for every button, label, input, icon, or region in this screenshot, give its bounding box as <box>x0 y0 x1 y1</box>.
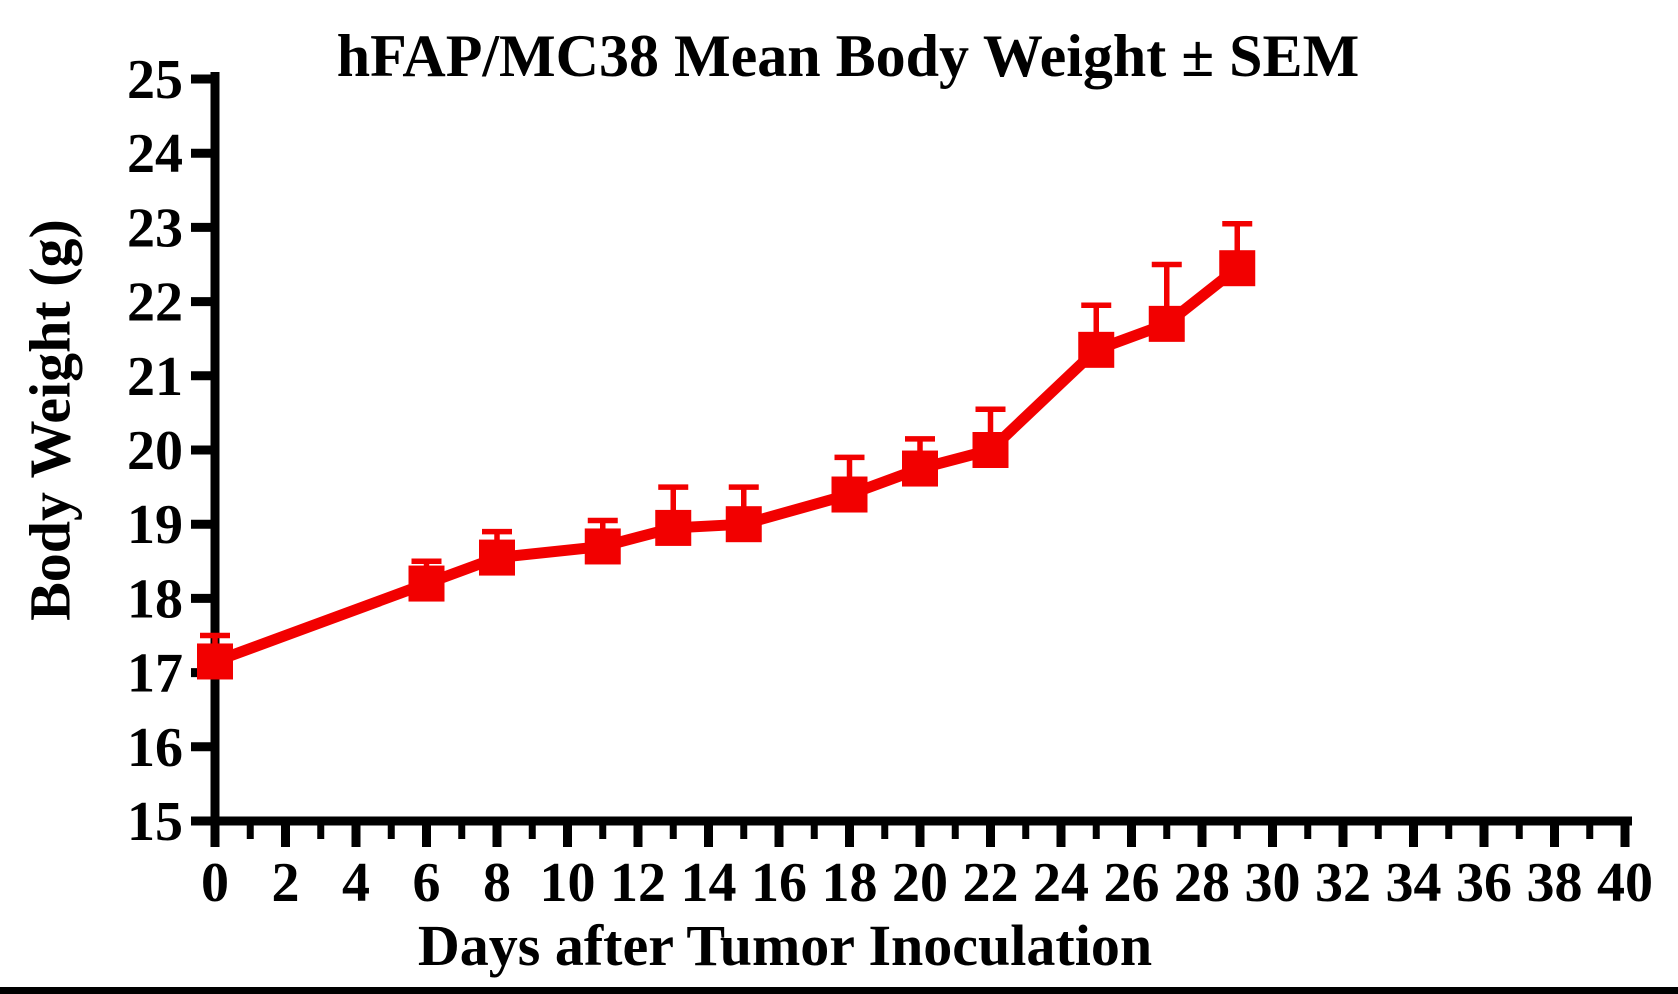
x-tick-label: 40 <box>1597 852 1653 914</box>
x-tick-label: 22 <box>963 852 1019 914</box>
data-marker <box>655 509 692 546</box>
x-tick-label: 18 <box>822 852 878 914</box>
x-tick-label: 6 <box>413 852 441 914</box>
y-tick-label: 19 <box>127 494 183 556</box>
x-tick-label: 0 <box>201 852 229 914</box>
x-tick-label: 10 <box>540 852 596 914</box>
y-tick-label: 16 <box>127 717 183 779</box>
data-marker <box>1219 250 1256 287</box>
x-tick-label: 4 <box>342 852 370 914</box>
x-tick-label: 26 <box>1104 852 1160 914</box>
x-tick-label: 12 <box>610 852 666 914</box>
data-marker <box>408 565 445 602</box>
x-tick-label: 30 <box>1245 852 1301 914</box>
data-marker <box>831 476 868 513</box>
data-marker <box>197 643 233 680</box>
y-tick-label: 21 <box>127 346 183 408</box>
x-tick-label: 24 <box>1033 852 1089 914</box>
data-marker <box>584 528 621 565</box>
x-tick-label: 2 <box>272 852 300 914</box>
x-tick-label: 16 <box>751 852 807 914</box>
x-tick-label: 8 <box>483 852 511 914</box>
y-tick-label: 17 <box>127 643 183 705</box>
data-marker <box>725 506 762 543</box>
x-tick-label: 14 <box>681 852 737 914</box>
bottom-border-bar <box>0 987 1678 994</box>
y-tick-label: 18 <box>127 568 183 630</box>
y-tick-label: 22 <box>127 272 183 334</box>
data-marker <box>1148 305 1185 342</box>
x-axis-label: Days after Tumor Inoculation <box>417 913 1153 978</box>
data-marker <box>902 450 938 487</box>
y-tick-label: 24 <box>127 123 183 185</box>
x-tick-label: 36 <box>1456 852 1512 914</box>
x-tick-label: 34 <box>1386 852 1442 914</box>
x-tick-label: 38 <box>1527 852 1583 914</box>
x-tick-label: 20 <box>892 852 948 914</box>
y-tick-label: 20 <box>127 420 183 482</box>
data-marker <box>1078 331 1115 368</box>
y-tick-label: 25 <box>127 49 183 111</box>
x-tick-label: 28 <box>1174 852 1230 914</box>
series-line <box>213 263 1241 667</box>
y-tick-label: 23 <box>127 197 183 259</box>
data-marker <box>479 539 515 576</box>
x-tick-label: 32 <box>1315 852 1371 914</box>
chart-title: hFAP/MC38 Mean Body Weight ± SEM <box>336 23 1360 89</box>
data-marker <box>972 432 1009 468</box>
y-tick-label: 15 <box>127 791 183 853</box>
